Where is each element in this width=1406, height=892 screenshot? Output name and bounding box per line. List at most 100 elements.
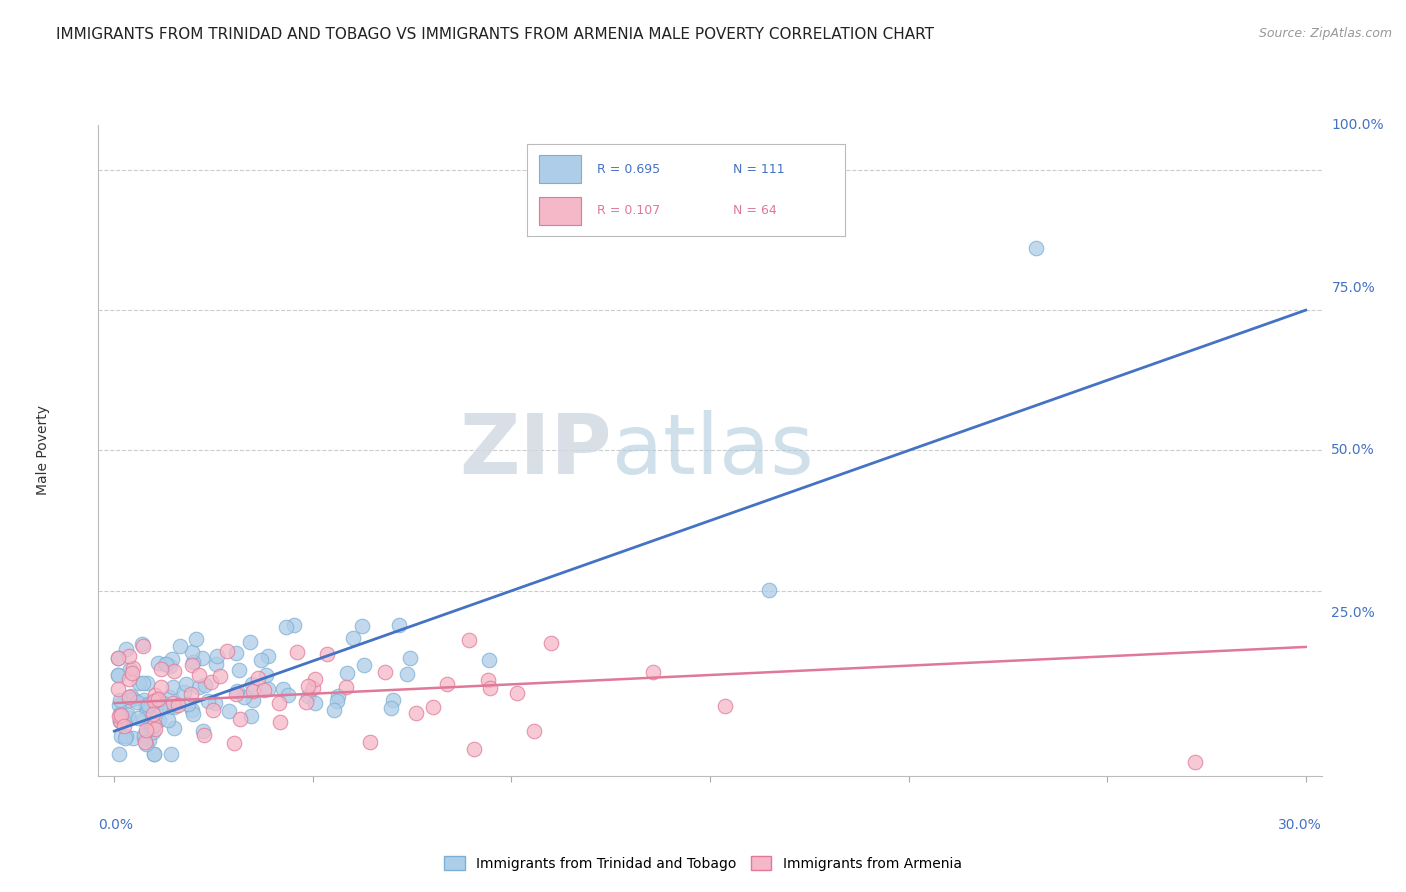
Point xyxy=(112,713,135,727)
Point xyxy=(304,673,326,687)
Point xyxy=(141,720,163,734)
Point xyxy=(304,696,326,710)
Point xyxy=(194,678,217,692)
Point xyxy=(142,706,165,721)
Point xyxy=(315,647,337,661)
Point xyxy=(145,723,167,737)
Point xyxy=(436,677,458,691)
Point xyxy=(271,681,294,696)
Point xyxy=(108,698,131,712)
Point xyxy=(187,667,209,681)
Point xyxy=(1184,755,1206,769)
Point xyxy=(117,707,139,722)
Point xyxy=(222,736,245,750)
Point xyxy=(107,650,129,665)
Point xyxy=(228,663,250,677)
Point xyxy=(1025,241,1047,255)
Point xyxy=(323,703,346,717)
Point xyxy=(187,680,209,694)
Point xyxy=(162,680,184,694)
Point xyxy=(204,696,226,710)
Point xyxy=(120,690,142,704)
Point xyxy=(110,707,132,722)
Point xyxy=(180,703,202,717)
Point xyxy=(458,633,481,648)
Point xyxy=(135,723,157,738)
Point xyxy=(138,722,160,736)
Point xyxy=(150,680,173,694)
Point xyxy=(138,733,160,747)
Point xyxy=(269,714,291,729)
Point xyxy=(118,663,141,677)
Point xyxy=(132,639,155,653)
Point xyxy=(134,728,156,742)
Point xyxy=(162,696,184,710)
Point xyxy=(200,675,222,690)
Point xyxy=(149,700,172,714)
Point xyxy=(253,683,276,698)
Point xyxy=(229,712,252,726)
Point xyxy=(540,636,562,650)
Point xyxy=(478,653,501,667)
Text: 30.0%: 30.0% xyxy=(1278,818,1322,832)
Point xyxy=(276,619,298,633)
Point xyxy=(395,666,418,681)
Point xyxy=(112,719,135,733)
Point xyxy=(141,721,163,735)
Point xyxy=(353,657,375,672)
Point xyxy=(758,582,780,597)
Point xyxy=(479,681,502,695)
Point xyxy=(153,657,176,671)
Point xyxy=(380,701,402,715)
Point xyxy=(342,631,364,645)
Point xyxy=(180,645,202,659)
Point xyxy=(135,702,157,716)
Point xyxy=(326,689,349,703)
Point xyxy=(254,668,277,682)
Point xyxy=(142,747,165,761)
Point xyxy=(148,713,170,727)
Point xyxy=(218,704,240,718)
Point xyxy=(422,699,444,714)
Text: 75.0%: 75.0% xyxy=(1331,281,1375,294)
Point xyxy=(118,692,141,706)
Point xyxy=(114,731,136,746)
Point xyxy=(136,698,159,712)
Point xyxy=(283,617,305,632)
Point xyxy=(382,693,405,707)
Text: Male Poverty: Male Poverty xyxy=(37,406,51,495)
Point xyxy=(205,648,228,663)
Point xyxy=(163,665,186,679)
Point xyxy=(180,688,202,702)
Point xyxy=(193,728,215,742)
Point xyxy=(247,672,270,686)
Point xyxy=(108,714,131,729)
Point xyxy=(257,649,280,664)
Point xyxy=(118,690,141,704)
Text: 0.0%: 0.0% xyxy=(98,818,134,832)
Point xyxy=(125,695,148,709)
Point xyxy=(215,643,238,657)
Point xyxy=(163,721,186,735)
Point xyxy=(242,693,264,707)
Point xyxy=(201,703,224,717)
Point xyxy=(150,662,173,676)
Point xyxy=(350,619,373,633)
Point xyxy=(197,694,219,708)
Point xyxy=(134,712,156,726)
Point xyxy=(121,731,143,745)
Point xyxy=(135,701,157,715)
Point xyxy=(160,747,183,761)
Point xyxy=(110,706,132,721)
Point xyxy=(174,677,197,691)
Point xyxy=(523,723,546,738)
Point xyxy=(107,668,129,682)
Point xyxy=(136,698,159,712)
Point xyxy=(277,688,299,702)
Point xyxy=(136,676,159,690)
Point xyxy=(205,657,228,671)
Point xyxy=(505,686,527,700)
Point xyxy=(142,694,165,708)
Point xyxy=(143,688,166,702)
Point xyxy=(162,652,184,666)
